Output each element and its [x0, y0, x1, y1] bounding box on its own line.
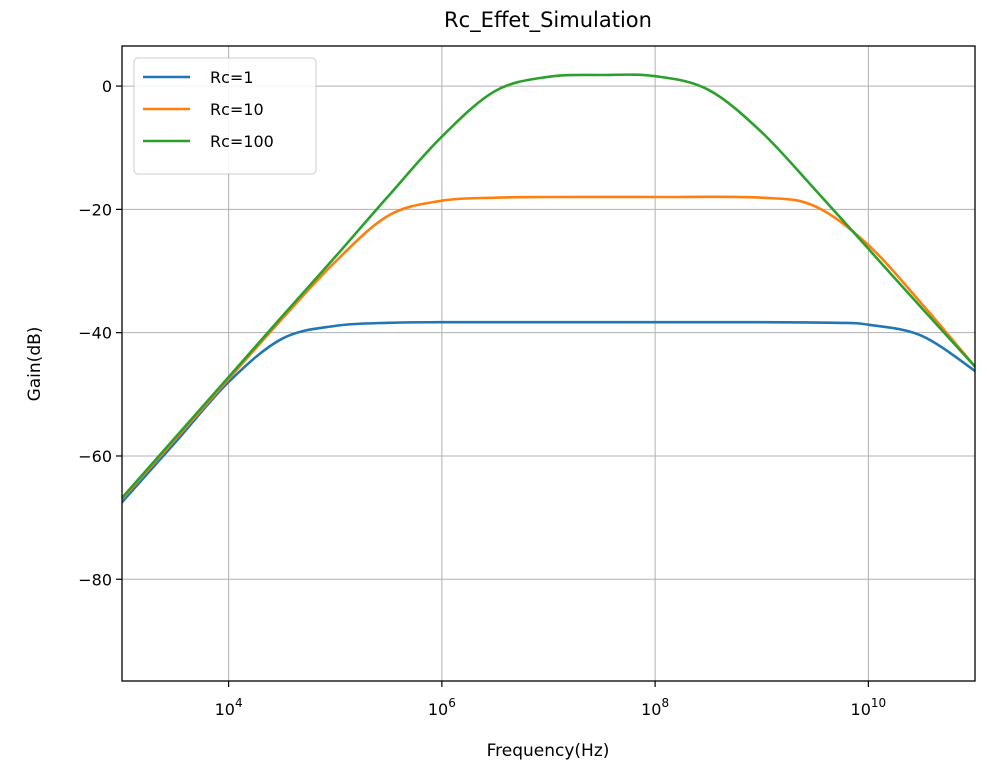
legend-label: Rc=10 — [210, 100, 264, 119]
x-tick-label: 1010 — [851, 696, 887, 719]
x-axis-label: Frequency(Hz) — [487, 741, 610, 761]
legend: Rc=1 Rc=10 Rc=100 — [133, 57, 317, 175]
y-tick-label: 0 — [102, 77, 112, 96]
legend-box — [133, 57, 317, 175]
x-tick-label: 106 — [428, 696, 456, 719]
chart-title: Rc_Effet_Simulation — [444, 8, 652, 33]
x-axis-ticks: 104 106 108 1010 — [215, 681, 887, 719]
y-axis-ticks: 0 −20 −40 −60 −80 — [78, 77, 122, 589]
series-line-1 — [122, 320, 975, 504]
series-layer — [122, 73, 975, 504]
legend-label: Rc=1 — [210, 68, 254, 87]
plot-frame — [121, 45, 976, 682]
y-tick-label: −40 — [78, 324, 112, 343]
legend-label: Rc=100 — [210, 132, 274, 151]
x-tick-label: 108 — [641, 696, 669, 719]
y-tick-label: −20 — [78, 200, 112, 219]
y-axis-label: Gain(dB) — [25, 327, 45, 402]
y-tick-label: −80 — [78, 570, 112, 589]
x-tick-label: 104 — [215, 696, 243, 719]
y-tick-label: −60 — [78, 447, 112, 466]
series-line-3 — [122, 73, 975, 500]
